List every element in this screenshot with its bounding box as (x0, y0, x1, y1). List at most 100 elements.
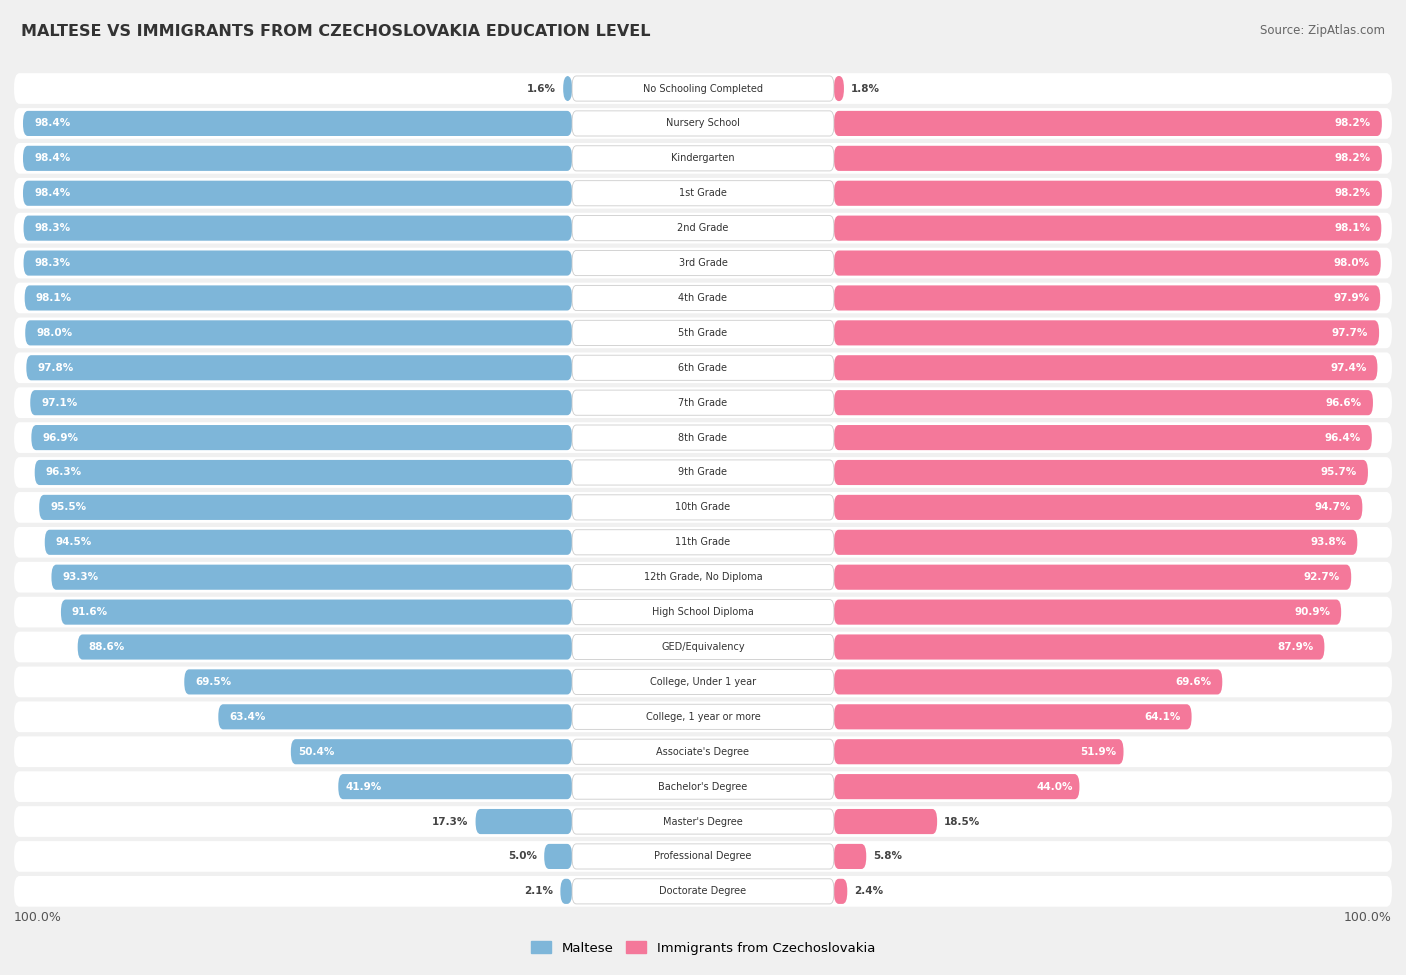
FancyBboxPatch shape (14, 841, 1392, 872)
Text: 98.3%: 98.3% (35, 223, 70, 233)
FancyBboxPatch shape (834, 460, 1368, 485)
FancyBboxPatch shape (572, 529, 834, 555)
FancyBboxPatch shape (572, 704, 834, 729)
FancyBboxPatch shape (14, 213, 1392, 244)
Text: 94.5%: 94.5% (56, 537, 91, 547)
Text: 69.5%: 69.5% (195, 677, 232, 687)
Text: 12th Grade, No Diploma: 12th Grade, No Diploma (644, 572, 762, 582)
Legend: Maltese, Immigrants from Czechoslovakia: Maltese, Immigrants from Czechoslovakia (531, 941, 875, 955)
Text: 98.4%: 98.4% (34, 153, 70, 164)
Text: 98.3%: 98.3% (35, 258, 70, 268)
FancyBboxPatch shape (14, 632, 1392, 662)
FancyBboxPatch shape (834, 180, 1382, 206)
Text: 98.4%: 98.4% (34, 188, 70, 198)
Text: 96.6%: 96.6% (1326, 398, 1362, 408)
Text: 69.6%: 69.6% (1175, 677, 1212, 687)
FancyBboxPatch shape (39, 495, 572, 520)
Text: 100.0%: 100.0% (14, 911, 62, 924)
FancyBboxPatch shape (572, 635, 834, 659)
Text: 98.0%: 98.0% (1334, 258, 1369, 268)
FancyBboxPatch shape (561, 878, 572, 904)
Text: College, Under 1 year: College, Under 1 year (650, 677, 756, 687)
Text: 51.9%: 51.9% (1080, 747, 1116, 757)
FancyBboxPatch shape (14, 457, 1392, 488)
FancyBboxPatch shape (14, 562, 1392, 593)
Text: 91.6%: 91.6% (72, 607, 108, 617)
Text: 95.5%: 95.5% (51, 502, 86, 513)
FancyBboxPatch shape (45, 529, 572, 555)
Text: 98.2%: 98.2% (1334, 118, 1371, 129)
Text: 93.8%: 93.8% (1310, 537, 1347, 547)
FancyBboxPatch shape (572, 215, 834, 241)
Text: Doctorate Degree: Doctorate Degree (659, 886, 747, 896)
FancyBboxPatch shape (572, 844, 834, 869)
FancyBboxPatch shape (14, 108, 1392, 138)
FancyBboxPatch shape (31, 390, 572, 415)
FancyBboxPatch shape (14, 318, 1392, 348)
FancyBboxPatch shape (834, 321, 1379, 345)
Text: 96.9%: 96.9% (42, 433, 79, 443)
FancyBboxPatch shape (14, 387, 1392, 418)
Text: 96.3%: 96.3% (46, 467, 82, 478)
FancyBboxPatch shape (572, 180, 834, 206)
Text: 98.4%: 98.4% (34, 118, 70, 129)
Text: 3rd Grade: 3rd Grade (679, 258, 727, 268)
Text: 17.3%: 17.3% (432, 816, 468, 827)
Text: 96.4%: 96.4% (1324, 433, 1361, 443)
FancyBboxPatch shape (572, 774, 834, 800)
Text: 90.9%: 90.9% (1294, 607, 1330, 617)
FancyBboxPatch shape (572, 600, 834, 625)
FancyBboxPatch shape (14, 352, 1392, 383)
Text: MALTESE VS IMMIGRANTS FROM CZECHOSLOVAKIA EDUCATION LEVEL: MALTESE VS IMMIGRANTS FROM CZECHOSLOVAKI… (21, 24, 651, 39)
FancyBboxPatch shape (24, 215, 572, 241)
FancyBboxPatch shape (572, 495, 834, 520)
FancyBboxPatch shape (572, 878, 834, 904)
Text: 5.0%: 5.0% (509, 851, 537, 862)
FancyBboxPatch shape (14, 422, 1392, 453)
Text: No Schooling Completed: No Schooling Completed (643, 84, 763, 94)
FancyBboxPatch shape (834, 146, 1382, 171)
Text: 11th Grade: 11th Grade (675, 537, 731, 547)
Text: 1.6%: 1.6% (527, 84, 557, 94)
FancyBboxPatch shape (184, 670, 572, 694)
FancyBboxPatch shape (834, 809, 938, 834)
FancyBboxPatch shape (834, 878, 848, 904)
Text: 7th Grade: 7th Grade (679, 398, 727, 408)
FancyBboxPatch shape (291, 739, 572, 764)
FancyBboxPatch shape (572, 739, 834, 764)
Text: 6th Grade: 6th Grade (679, 363, 727, 372)
FancyBboxPatch shape (572, 809, 834, 834)
FancyBboxPatch shape (834, 635, 1324, 659)
FancyBboxPatch shape (834, 390, 1374, 415)
FancyBboxPatch shape (834, 215, 1381, 241)
Text: 98.1%: 98.1% (35, 292, 72, 303)
FancyBboxPatch shape (834, 670, 1222, 694)
FancyBboxPatch shape (218, 704, 572, 729)
FancyBboxPatch shape (834, 600, 1341, 625)
Text: 97.4%: 97.4% (1330, 363, 1367, 372)
Text: Source: ZipAtlas.com: Source: ZipAtlas.com (1260, 24, 1385, 37)
FancyBboxPatch shape (572, 565, 834, 590)
Text: 97.8%: 97.8% (38, 363, 73, 372)
FancyBboxPatch shape (14, 526, 1392, 558)
Text: 97.1%: 97.1% (41, 398, 77, 408)
Text: 2.4%: 2.4% (855, 886, 883, 896)
FancyBboxPatch shape (14, 73, 1392, 104)
FancyBboxPatch shape (31, 425, 572, 450)
Text: Professional Degree: Professional Degree (654, 851, 752, 862)
FancyBboxPatch shape (572, 286, 834, 310)
Text: 2nd Grade: 2nd Grade (678, 223, 728, 233)
FancyBboxPatch shape (14, 248, 1392, 279)
FancyBboxPatch shape (834, 704, 1192, 729)
Text: College, 1 year or more: College, 1 year or more (645, 712, 761, 722)
FancyBboxPatch shape (572, 425, 834, 450)
Text: 100.0%: 100.0% (1344, 911, 1392, 924)
Text: 1.8%: 1.8% (851, 84, 880, 94)
FancyBboxPatch shape (25, 321, 572, 345)
FancyBboxPatch shape (834, 495, 1362, 520)
Text: Nursery School: Nursery School (666, 118, 740, 129)
FancyBboxPatch shape (475, 809, 572, 834)
FancyBboxPatch shape (834, 76, 844, 101)
Text: 1st Grade: 1st Grade (679, 188, 727, 198)
FancyBboxPatch shape (22, 111, 572, 136)
